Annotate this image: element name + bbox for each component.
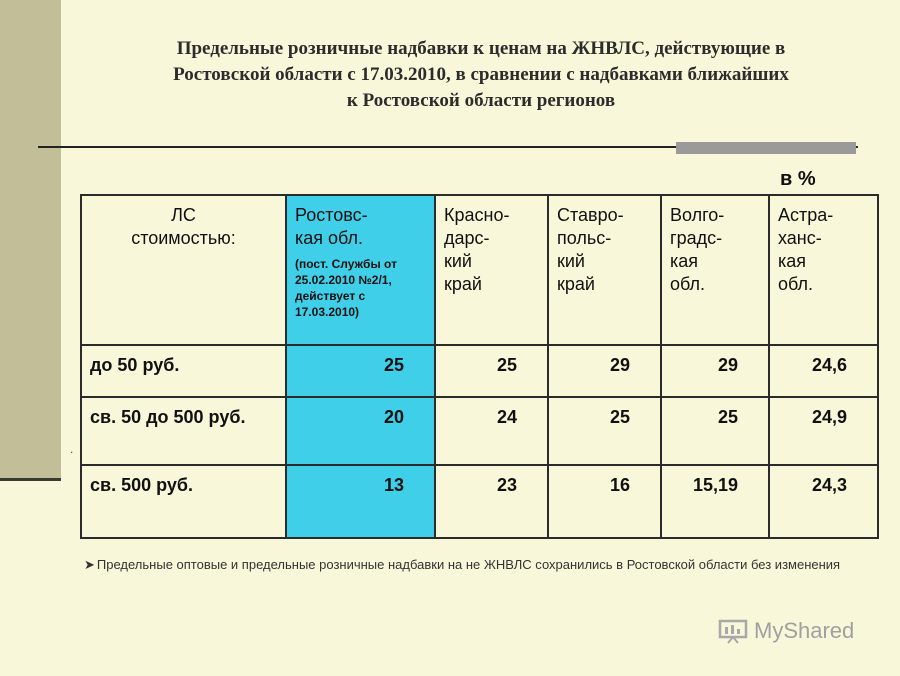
footnote-text: Предельные оптовые и предельные розничны… <box>96 557 841 572</box>
page-title: Предельные розничные надбавки к ценам на… <box>62 36 900 114</box>
cell-rostov: 20 <box>285 396 436 466</box>
cell-rostov: 13 <box>285 464 436 539</box>
header-line: кий <box>444 251 472 271</box>
cell-astrakhan: 24,6 <box>768 344 879 398</box>
watermark: MyShared <box>718 618 854 644</box>
cell-stavropol: 16 <box>547 464 662 539</box>
header-line: кая обл. <box>295 228 364 248</box>
title-divider-accent <box>676 142 856 154</box>
row-label: св. 500 руб. <box>80 464 287 539</box>
header-line: обл. <box>778 274 814 294</box>
header-line: градс- <box>670 228 723 248</box>
header-line: Волго- <box>670 205 725 225</box>
header-volgograd: Волго- градс- кая обл. <box>660 194 770 346</box>
header-krasnodar: Красно- дарс- кий край <box>434 194 549 346</box>
header-line: кая <box>670 251 699 271</box>
arrow-bullet-icon: ➤ <box>84 557 95 572</box>
table-row: до 50 руб. 25 25 29 29 24,6 <box>80 344 879 398</box>
cell-krasnodar: 25 <box>434 344 549 398</box>
row-label: св. 50 до 500 руб. <box>80 396 287 466</box>
header-line: край <box>557 274 595 294</box>
table-header-row: ЛС стоимостью: Ростовс- кая обл. (пост. … <box>80 194 879 346</box>
cell-volgograd: 15,19 <box>660 464 770 539</box>
header-stavropol: Ставро- польс- кий край <box>547 194 662 346</box>
unit-label: в % <box>780 168 816 190</box>
header-line: обл. <box>670 274 706 294</box>
cell-astrakhan: 24,9 <box>768 396 879 466</box>
header-rostov-note: (пост. Службы от 25.02.2010 №2/1, действ… <box>295 257 397 319</box>
cell-volgograd: 25 <box>660 396 770 466</box>
decor-dot: . <box>70 442 74 456</box>
header-line: ЛС <box>171 205 196 225</box>
title-line-2: Ростовской области с 17.03.2010, в сравн… <box>173 64 789 85</box>
header-line: кий <box>557 251 585 271</box>
row-label: до 50 руб. <box>80 344 287 398</box>
header-line: Астра- <box>778 205 834 225</box>
header-line: Ростовс- <box>295 205 368 225</box>
left-decor-band <box>0 0 61 480</box>
cell-volgograd: 29 <box>660 344 770 398</box>
header-line: Ставро- <box>557 205 624 225</box>
cell-rostov: 25 <box>285 344 436 398</box>
header-line: Красно- <box>444 205 510 225</box>
watermark-text: MyShared <box>754 618 855 643</box>
left-decor-line <box>0 478 61 481</box>
table-row: св. 50 до 500 руб. 20 24 25 25 24,9 <box>80 396 879 466</box>
cell-krasnodar: 23 <box>434 464 549 539</box>
header-astrakhan: Астра- ханс- кая обл. <box>768 194 879 346</box>
markup-table: ЛС стоимостью: Ростовс- кая обл. (пост. … <box>80 194 879 539</box>
presentation-board-icon <box>718 619 748 644</box>
cell-astrakhan: 24,3 <box>768 464 879 539</box>
footnote: ➤ Предельные оптовые и предельные розничн… <box>84 556 864 574</box>
cell-stavropol: 25 <box>547 396 662 466</box>
header-line: край <box>444 274 482 294</box>
cell-stavropol: 29 <box>547 344 662 398</box>
table-row: св. 500 руб. 13 23 16 15,19 24,3 <box>80 464 879 539</box>
header-price-range: ЛС стоимостью: <box>80 194 287 346</box>
title-line-3: к Ростовской области регионов <box>346 90 616 111</box>
header-line: дарс- <box>444 228 490 248</box>
header-rostov: Ростовс- кая обл. (пост. Службы от 25.02… <box>285 194 436 346</box>
header-line: польс- <box>557 228 612 248</box>
header-line: кая <box>778 251 807 271</box>
title-divider <box>38 146 858 148</box>
header-line: ханс- <box>778 228 822 248</box>
header-line: стоимостью: <box>131 228 236 248</box>
title-line-1: Предельные розничные надбавки к ценам на… <box>176 38 786 59</box>
cell-krasnodar: 24 <box>434 396 549 466</box>
